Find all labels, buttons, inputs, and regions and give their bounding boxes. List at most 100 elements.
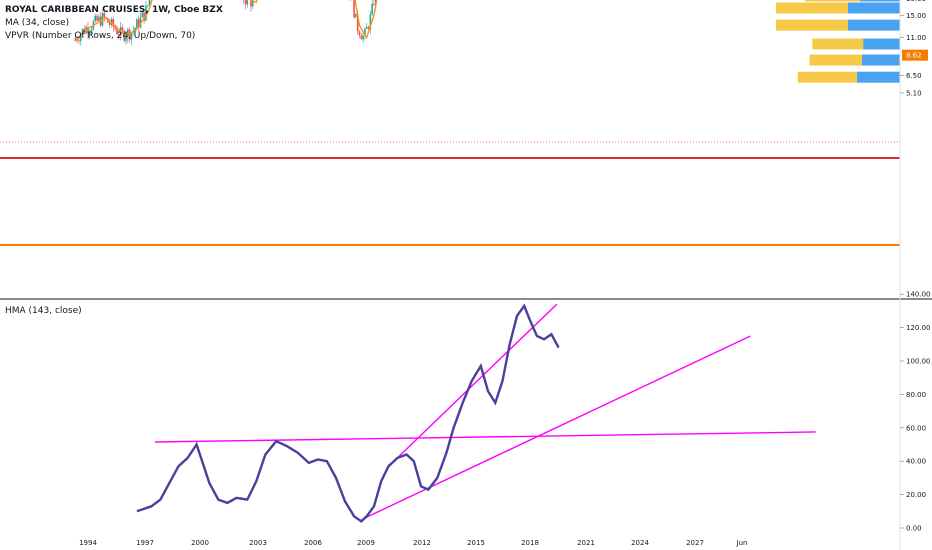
symbol-title[interactable]: ROYAL CARIBBEAN CRUISES, 1W, Cboe BZX	[5, 5, 223, 15]
volume-profile-bar	[775, 19, 848, 31]
x-axis-label: 2000	[191, 539, 209, 547]
candle-body	[90, 29, 93, 32]
candle-body	[123, 30, 125, 41]
x-axis-label: 2018	[521, 539, 539, 547]
upper-axis-label: 11.00	[906, 34, 926, 42]
candle-body	[74, 38, 77, 41]
x-axis-label: 1997	[136, 539, 154, 547]
x-axis-label: 2009	[357, 539, 375, 547]
x-axis-label: 2006	[304, 539, 322, 547]
x-axis-label: 2012	[413, 539, 431, 547]
lower-axis-label: 60.00	[906, 424, 926, 432]
candle-body	[130, 32, 133, 40]
volume-profile-bar	[847, 19, 900, 31]
candle-body	[145, 5, 147, 21]
candle-body	[121, 27, 124, 31]
hma-line[interactable]	[136, 303, 560, 523]
x-axis-label: 2015	[467, 539, 485, 547]
lower-axis-label: 20.00	[906, 491, 926, 499]
candle-body	[128, 29, 131, 40]
candle-body	[96, 15, 98, 21]
candle-body	[136, 19, 138, 28]
volume-profile-bar	[857, 71, 900, 83]
candle-body	[364, 28, 366, 36]
candle-body	[371, 3, 373, 15]
x-axis[interactable]: 1994 1997 2000 2003 2006 2009 2012 2015 2018 2021…	[79, 539, 747, 547]
candle-body	[246, 0, 249, 5]
volume-profile-bar	[805, 0, 861, 2]
candle-body	[250, 0, 252, 7]
lower-axis-label: 80.00	[906, 391, 926, 399]
volume-profile	[775, 0, 900, 83]
candle-body	[358, 31, 361, 36]
candle-body	[117, 34, 120, 36]
x-axis-label: 2027	[686, 539, 704, 547]
trendline	[364, 335, 751, 519]
candle-body	[355, 13, 357, 18]
ma-legend[interactable]: MA (34, close)	[5, 18, 70, 28]
volume-profile-bar	[797, 71, 858, 83]
candle-body	[112, 19, 115, 28]
candle-body	[146, 4, 149, 6]
candle-body	[125, 37, 127, 41]
candle-body	[114, 27, 116, 30]
candle-body	[81, 28, 84, 35]
candle-body	[103, 13, 106, 18]
candle-body	[116, 29, 118, 35]
price-tag	[902, 49, 928, 61]
candle-body	[94, 15, 97, 22]
vpvr-legend[interactable]: VPVR (Number Of Rows, 24, Up/Down, 70)	[5, 31, 196, 41]
candle-body	[356, 13, 359, 32]
candle-body	[137, 19, 140, 28]
lower-axis-label: 0.00	[906, 525, 922, 533]
candle-body	[78, 40, 80, 42]
price-tags: 29.7724.398.62	[902, 49, 928, 61]
lower-axis-label: 100.00	[906, 358, 931, 366]
lower-y-axis[interactable]: 140.00 120.00 100.00 80.00 60.00 40.00 20.00 0.…	[900, 291, 931, 533]
lower-axis-label: 140.00	[906, 291, 931, 299]
candle-body	[353, 0, 355, 18]
volume-profile-bar	[809, 54, 862, 66]
candle-body	[251, 0, 254, 7]
upper-axis-label: 6.50	[906, 72, 922, 80]
upper-axis-label: 15.00	[906, 12, 926, 20]
candle-body	[89, 31, 91, 34]
candle-body	[148, 0, 151, 5]
trendline	[154, 431, 816, 443]
candle-body	[367, 26, 370, 30]
candle-body	[134, 27, 136, 31]
candle-body	[87, 27, 89, 34]
volume-profile-bar	[812, 38, 864, 50]
price-tag-label: 8.62	[906, 52, 922, 60]
candle-body	[360, 35, 363, 40]
hma-legend[interactable]: HMA (143, close)	[5, 306, 82, 316]
volume-profile-bar	[861, 54, 900, 66]
x-axis-label: 1994	[79, 539, 97, 547]
volume-profile-bar	[775, 2, 848, 14]
candle-body	[373, 3, 375, 5]
volume-profile-bar	[863, 38, 900, 50]
volume-profile-bar	[847, 2, 900, 14]
candle-body	[79, 34, 82, 42]
support-lines	[0, 141, 900, 246]
candle-body	[108, 22, 111, 25]
x-axis-label: 2024	[631, 539, 649, 547]
candle-body	[143, 12, 145, 21]
x-axis-label: Jun	[736, 539, 748, 547]
candle-body	[365, 26, 368, 29]
trendline	[393, 303, 558, 462]
upper-axis-label: 5.10	[906, 89, 922, 97]
x-axis-label: 2003	[249, 539, 267, 547]
candle-body	[362, 35, 364, 40]
candle-body	[369, 14, 372, 30]
x-axis-label: 2021	[577, 539, 595, 547]
upper-axis-label: 19.00	[906, 0, 926, 3]
volume-profile-bar	[860, 0, 900, 2]
candle-body	[244, 0, 247, 5]
candle-body	[141, 12, 144, 18]
upper-y-axis[interactable]: 180.00120.00100.0070.0055.0043.0033.0019…	[900, 0, 931, 97]
candle-body	[98, 16, 100, 21]
lower-axis-label: 40.00	[906, 458, 926, 466]
lower-axis-label: 120.00	[906, 324, 931, 332]
